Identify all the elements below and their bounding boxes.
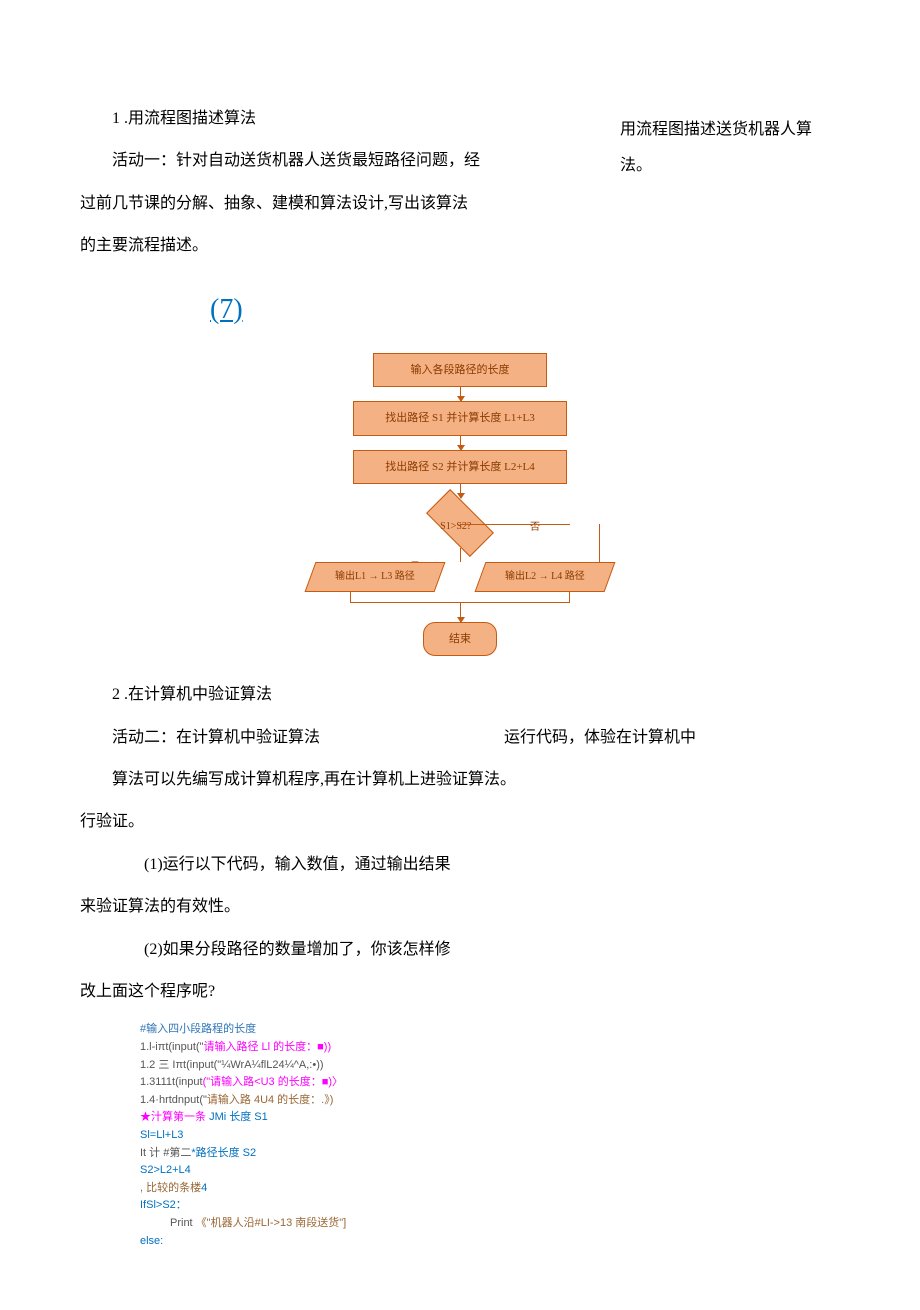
fc-output1: 输出L1 → L3 路径	[305, 562, 446, 592]
figure-number: (7)	[210, 276, 840, 343]
activity1-line3: 的主要流程描述。	[80, 227, 840, 265]
code-line: else:	[140, 1233, 840, 1251]
code-line: S2>L2+L4	[140, 1162, 840, 1180]
code-line: IfSl>S2：	[140, 1197, 840, 1215]
fc-arrow	[460, 484, 461, 498]
code-line: Print 《"机器人沿#LI->13 南段送货"]	[140, 1215, 840, 1233]
section1-title: .用流程图描述算法	[120, 110, 256, 127]
flowchart: 输入各段路径的长度 找出路径 S1 并计算长度 L1+L3 找出路径 S2 并计…	[290, 353, 630, 657]
fc-input: 输入各段路径的长度	[373, 353, 547, 387]
fc-no-label: 否	[530, 516, 540, 540]
code-line: , 比较的条楼4	[140, 1180, 840, 1198]
fc-arrow	[460, 387, 461, 401]
section2-line3: 行验证。	[80, 803, 840, 841]
side-note-2: 运行代码，体验在计算机中	[504, 719, 696, 757]
fc-end: 结束	[423, 622, 497, 656]
step1-a: (1)运行以下代码，输入数值，通过输出结果	[80, 846, 840, 884]
fc-decision-text: S1>S2?	[426, 515, 486, 539]
code-line: #输入四小段路程的长度	[140, 1021, 840, 1039]
code-line: Sl=Ll+L3	[140, 1127, 840, 1145]
code-line: ★汁算第一条 JMi 长度 S1	[140, 1109, 840, 1127]
step1-b: 来验证算法的有效性。	[80, 888, 840, 926]
step2-b: 改上面这个程序呢?	[80, 973, 840, 1011]
code-line: 1.3111t(input("请输入路<U3 的长度：■)〉	[140, 1074, 840, 1092]
section2-heading: 2 .在计算机中验证算法	[80, 676, 840, 714]
fc-arrow	[460, 608, 461, 622]
activity2-label: 活动二：在计算机中验证算法	[80, 719, 500, 757]
section2-title: .在计算机中验证算法	[120, 686, 272, 703]
fc-arrow	[460, 436, 461, 450]
activity1-line2: 过前几节课的分解、抽象、建模和算法设计,写出该算法	[80, 185, 840, 223]
side-note-1a: 用流程图描述送货机器人算	[620, 112, 860, 147]
code-line: 1.l-iπt(input("请输入路径 Ll 的长度：■))	[140, 1039, 840, 1057]
section1-number: 1	[112, 110, 120, 127]
code-block: #输入四小段路程的长度 1.l-iπt(input("请输入路径 Ll 的长度：…	[140, 1021, 840, 1250]
step2-a: (2)如果分段路径的数量增加了，你该怎样修	[80, 931, 840, 969]
fc-process1: 找出路径 S1 并计算长度 L1+L3	[353, 401, 567, 435]
side-note-1b: 法。	[620, 148, 860, 183]
code-line: 1.4·hrtdnput("请输入路 4U4 的长度：.》)	[140, 1092, 840, 1110]
section2-line2: 算法可以先编写成计算机程序,再在计算机上进验证算法。	[80, 761, 840, 799]
code-line: It 计 #第二*路径长度 S2	[140, 1145, 840, 1163]
section2-number: 2	[112, 686, 120, 703]
code-line: 1.2 三 Iπt(input("¼WrA¼flL24¼^A,:•))	[140, 1057, 840, 1075]
fc-output2: 输出L2 → L4 路径	[475, 562, 616, 592]
fc-decision: S1>S2?	[426, 489, 494, 557]
fc-process2: 找出路径 S2 并计算长度 L2+L4	[353, 450, 567, 484]
